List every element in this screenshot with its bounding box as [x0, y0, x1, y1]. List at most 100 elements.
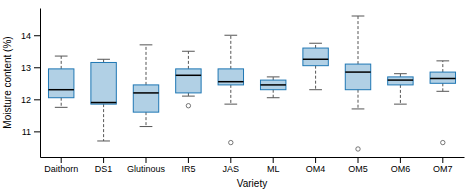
y-axis-title: Moisture content (%) — [2, 36, 13, 128]
axis-line — [40, 9, 41, 158]
cap-high — [352, 16, 365, 17]
tick: OM4 — [306, 157, 326, 174]
tick: OM5 — [348, 157, 368, 174]
tick-mark — [188, 157, 189, 163]
tick-label: OM6 — [391, 164, 411, 174]
x-axis-title: Variety — [237, 178, 267, 189]
cap-low — [224, 104, 237, 105]
box-group — [48, 56, 73, 107]
tick: 12 — [21, 95, 40, 105]
tick-label: ML — [267, 164, 280, 174]
x-axis: Daithorn DS1 Glutinous IR5 JAS ML OM4 OM5 OM6 OM7 — [41, 157, 465, 174]
cap-low — [267, 97, 280, 98]
box — [218, 69, 243, 85]
whisker-low — [146, 112, 147, 126]
tick-label: OM5 — [348, 164, 368, 174]
outlier — [441, 140, 445, 144]
cap-low — [352, 108, 365, 109]
whisker-low — [442, 83, 443, 91]
outlier — [186, 104, 190, 108]
whisker-high — [315, 43, 316, 48]
tick-mark — [103, 157, 104, 163]
median — [218, 81, 243, 83]
cap-high — [224, 35, 237, 36]
cap-low — [140, 126, 153, 127]
box — [388, 77, 413, 85]
tick: DS1 — [95, 157, 113, 174]
whisker-low — [103, 104, 104, 141]
tick: 11 — [22, 127, 40, 137]
tick: OM7 — [433, 157, 453, 174]
tick-label: Daithorn — [44, 164, 78, 174]
outlier — [229, 140, 233, 144]
tick-mark — [315, 157, 316, 163]
whisker-high — [146, 45, 147, 85]
tick-mark — [34, 35, 40, 36]
tick-label: 11 — [22, 127, 31, 137]
whisker-high — [188, 51, 189, 69]
whisker-low — [273, 90, 274, 98]
cap-low — [436, 91, 449, 92]
median — [48, 89, 73, 91]
median — [260, 84, 285, 86]
outlier — [356, 147, 360, 151]
cap-high — [55, 56, 68, 57]
cap-low — [309, 89, 322, 90]
tick-mark — [61, 157, 62, 163]
median — [133, 92, 158, 94]
whisker-low — [358, 90, 359, 109]
box — [303, 48, 328, 66]
cap-high — [182, 51, 195, 52]
cap-high — [267, 76, 280, 77]
box — [133, 85, 158, 112]
box-group — [345, 16, 370, 151]
tick-label: IR5 — [181, 164, 195, 174]
box-group — [303, 43, 328, 89]
tick-mark — [400, 157, 401, 163]
cap-low — [55, 107, 68, 108]
tick-label: Glutinous — [127, 164, 166, 174]
y-axis: 11 12 13 14 — [21, 9, 41, 158]
box — [260, 80, 285, 90]
tick-label: OM7 — [433, 164, 453, 174]
box — [91, 62, 116, 104]
tick: 14 — [21, 31, 40, 41]
tick-mark — [34, 131, 40, 132]
box-group — [176, 51, 201, 108]
tick: 13 — [21, 63, 40, 73]
cap-low — [394, 104, 407, 105]
whisker-high — [230, 35, 231, 69]
median — [388, 79, 413, 81]
marks — [48, 16, 455, 151]
tick-mark — [230, 157, 231, 163]
plot: 11 12 13 14 Daithorn DS1 Glutinous IR5 JAS ML OM4 O… — [21, 9, 465, 175]
chart: 11 12 13 14 Daithorn DS1 Glutinous IR5 JAS ML OM4 O… — [0, 0, 474, 191]
tick-mark — [358, 157, 359, 163]
whisker-low — [61, 98, 62, 108]
tick: Glutinous — [127, 157, 166, 174]
tick-label: 12 — [21, 95, 31, 105]
cap-high — [140, 44, 153, 45]
tick-label: 14 — [21, 31, 31, 41]
box — [48, 69, 73, 98]
cap-high — [97, 59, 110, 60]
box-group — [430, 61, 455, 145]
tick: ML — [267, 157, 280, 174]
box — [176, 69, 201, 93]
tick-label: JAS — [223, 164, 240, 174]
tick-mark — [34, 67, 40, 68]
tick: JAS — [223, 157, 240, 174]
median — [303, 59, 328, 61]
whisker-high — [442, 61, 443, 72]
cap-high — [394, 73, 407, 74]
box — [345, 64, 370, 90]
median — [91, 102, 116, 104]
whisker-low — [230, 85, 231, 104]
tick-label: DS1 — [95, 164, 113, 174]
tick: Daithorn — [44, 157, 78, 174]
tick-mark — [34, 99, 40, 100]
median — [345, 71, 370, 73]
cap-low — [97, 140, 110, 141]
box — [430, 72, 455, 83]
tick-label: 13 — [21, 63, 31, 73]
